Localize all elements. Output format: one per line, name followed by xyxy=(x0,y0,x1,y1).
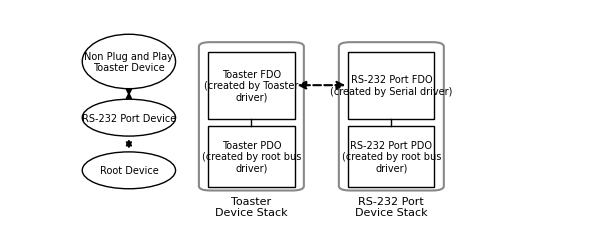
Bar xyxy=(348,126,435,187)
Ellipse shape xyxy=(82,35,176,89)
Ellipse shape xyxy=(82,100,176,136)
Text: RS-232 Port FDO
(created by Serial driver): RS-232 Port FDO (created by Serial drive… xyxy=(330,75,453,96)
FancyBboxPatch shape xyxy=(339,43,444,191)
Ellipse shape xyxy=(82,152,176,189)
Text: RS-232 Port
Device Stack: RS-232 Port Device Stack xyxy=(355,196,427,217)
Text: Toaster PDO
(created by root bus
driver): Toaster PDO (created by root bus driver) xyxy=(202,140,301,173)
Text: Non Plug and Play
Toaster Device: Non Plug and Play Toaster Device xyxy=(84,52,173,73)
Bar xyxy=(208,53,294,119)
Text: RS-232 Port PDO
(created by root bus
driver): RS-232 Port PDO (created by root bus dri… xyxy=(342,140,441,173)
FancyBboxPatch shape xyxy=(199,43,304,191)
Text: Toaster
Device Stack: Toaster Device Stack xyxy=(215,196,288,217)
Bar xyxy=(208,126,294,187)
Text: Root Device: Root Device xyxy=(99,165,158,175)
Text: Toaster FDO
(created by Toaster
driver): Toaster FDO (created by Toaster driver) xyxy=(204,69,299,102)
Text: RS-232 Port Device: RS-232 Port Device xyxy=(82,113,176,123)
Bar xyxy=(348,53,435,119)
